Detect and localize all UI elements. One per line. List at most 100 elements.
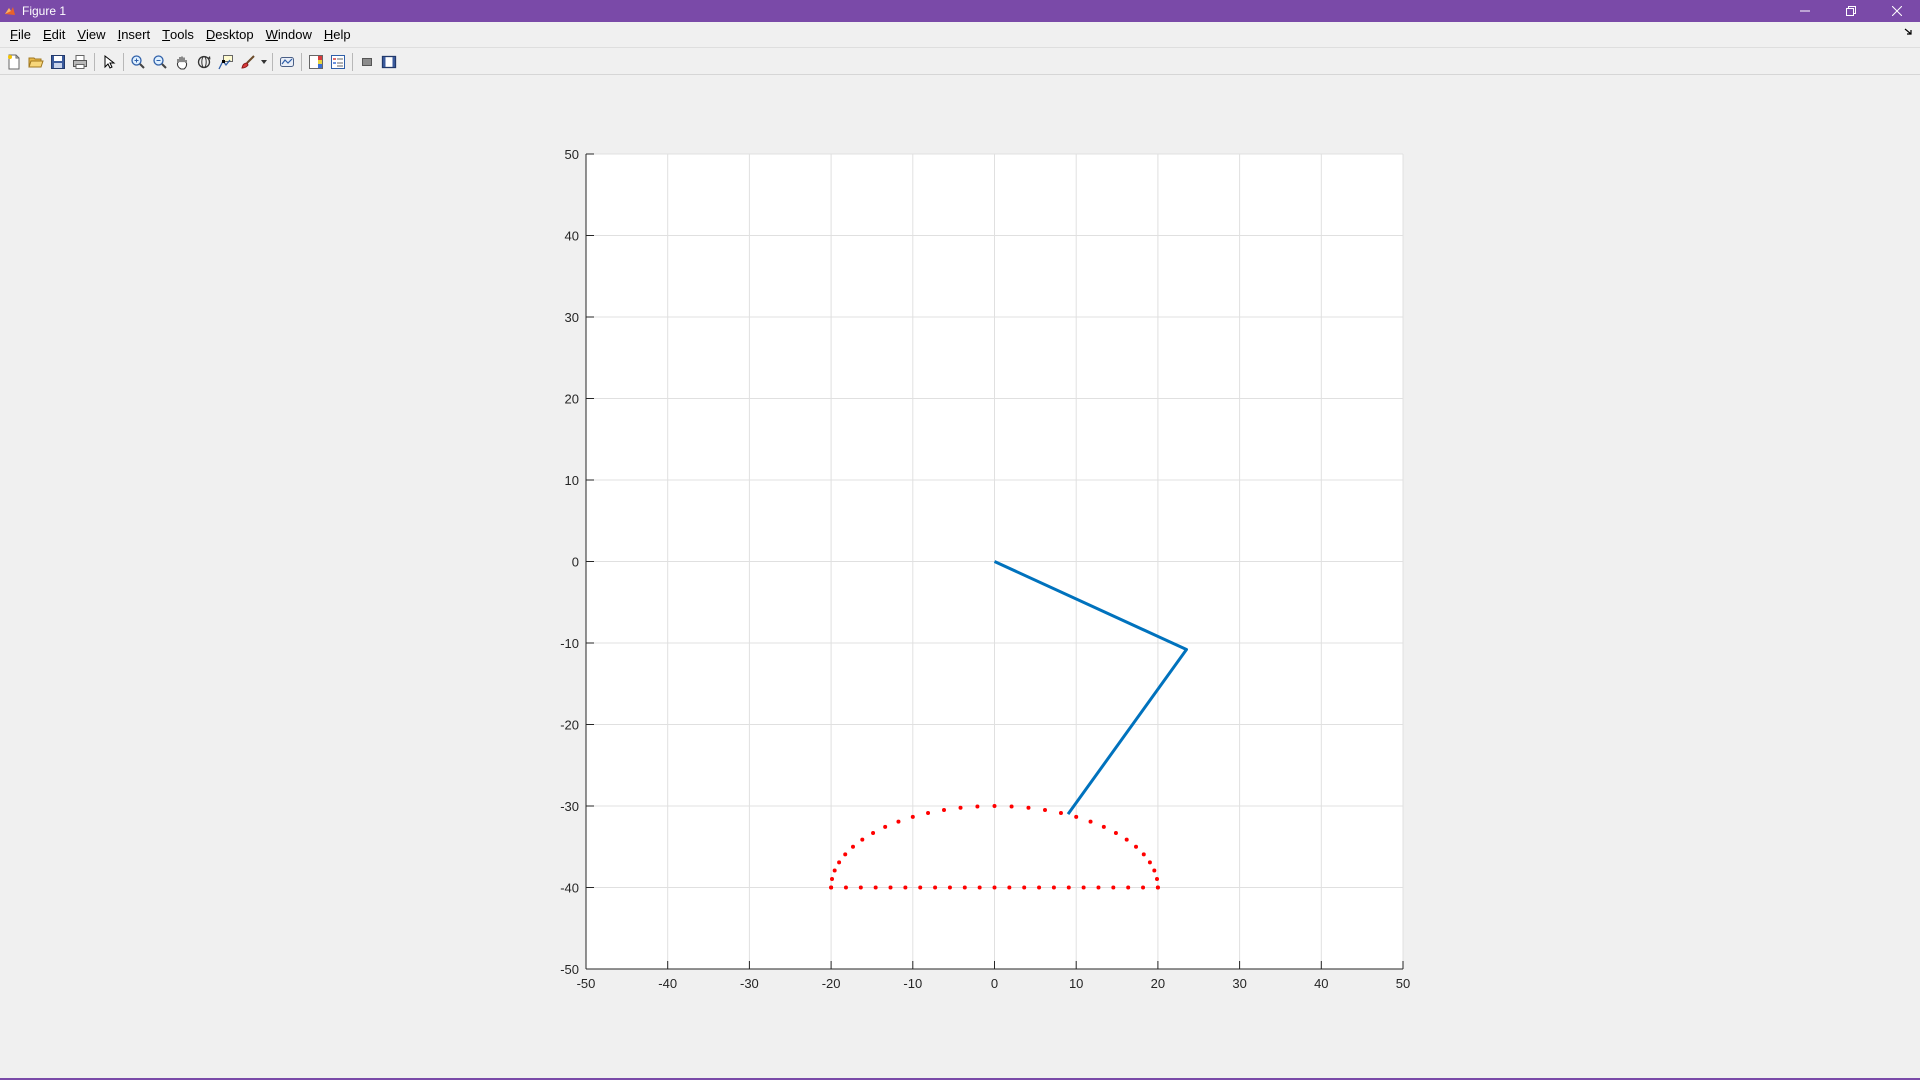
y-tick-label: 0 bbox=[572, 555, 579, 570]
open-file-icon[interactable] bbox=[25, 51, 47, 73]
trace-point bbox=[1088, 819, 1093, 824]
trace-point bbox=[1051, 885, 1056, 890]
trace-point bbox=[871, 830, 876, 835]
window-title: Figure 1 bbox=[22, 4, 67, 18]
trace-point bbox=[1042, 807, 1047, 812]
y-tick-label: -50 bbox=[560, 962, 579, 977]
x-tick-labels: -50 -40 -30 -20 -10 0 10 20 30 40 50 bbox=[577, 976, 1411, 991]
save-icon[interactable] bbox=[47, 51, 69, 73]
plot-axes[interactable]: -50 -40 -30 -20 -10 0 10 20 30 40 50 -50-40-30-20-… bbox=[0, 76, 1920, 1078]
trace-point bbox=[1126, 885, 1131, 890]
y-tick-label: -20 bbox=[560, 718, 579, 733]
dock-figure-icon[interactable] bbox=[1904, 28, 1914, 39]
matlab-logo-icon bbox=[4, 5, 16, 17]
x-tick-label: -10 bbox=[903, 976, 922, 991]
y-tick-label: 40 bbox=[565, 229, 579, 244]
trace-point bbox=[873, 885, 878, 890]
x-tick-label: 30 bbox=[1232, 976, 1246, 991]
trace-point bbox=[1081, 885, 1086, 890]
zoom-in-icon[interactable] bbox=[127, 51, 149, 73]
trace-point bbox=[888, 885, 893, 890]
hide-plot-tools-icon[interactable] bbox=[356, 51, 378, 73]
trace-point bbox=[1037, 885, 1042, 890]
arm-linkage-line bbox=[993, 560, 1188, 816]
colorbar-icon[interactable] bbox=[305, 51, 327, 73]
y-tick-labels: -50 -40 -30 -20 -10 0 10 20 30 40 50 bbox=[560, 147, 579, 977]
trace-point bbox=[1141, 852, 1146, 857]
trace-point bbox=[947, 885, 952, 890]
trace-point bbox=[977, 885, 982, 890]
brush-icon[interactable] bbox=[237, 51, 259, 73]
y-tick-label: -10 bbox=[560, 636, 579, 651]
x-tick-label: 10 bbox=[1069, 976, 1083, 991]
trace-point bbox=[992, 804, 997, 808]
minimize-icon[interactable] bbox=[1782, 0, 1828, 22]
print-icon[interactable] bbox=[69, 51, 91, 73]
axis-lines bbox=[585, 153, 1404, 970]
y-tick-label: 10 bbox=[565, 473, 579, 488]
trace-point bbox=[1058, 811, 1063, 816]
trace-point bbox=[933, 885, 938, 890]
new-figure-icon[interactable] bbox=[3, 51, 25, 73]
pan-hand-icon[interactable] bbox=[171, 51, 193, 73]
figure-toolbar bbox=[0, 49, 1920, 75]
trace-point bbox=[843, 852, 848, 857]
x-tick-label: 20 bbox=[1151, 976, 1165, 991]
trace-point bbox=[1124, 837, 1129, 842]
trace-point bbox=[1101, 824, 1106, 829]
toolbar-separator bbox=[352, 52, 353, 71]
close-icon[interactable] bbox=[1874, 0, 1920, 22]
trace-point bbox=[903, 885, 908, 890]
x-tick-label: 40 bbox=[1314, 976, 1328, 991]
restore-icon[interactable] bbox=[1828, 0, 1874, 22]
toolbar-separator bbox=[272, 52, 273, 71]
trace-point bbox=[837, 860, 842, 865]
show-plot-tools-icon[interactable] bbox=[378, 51, 400, 73]
trace-point bbox=[1026, 805, 1031, 810]
y-tick-label: 30 bbox=[565, 310, 579, 325]
trace-point bbox=[975, 804, 980, 809]
trace-point bbox=[1066, 885, 1071, 890]
trace-point bbox=[958, 805, 963, 810]
trace-point bbox=[942, 807, 947, 812]
trace-point bbox=[860, 837, 865, 842]
y-tick-label: 50 bbox=[565, 147, 579, 162]
figure-canvas: -50 -40 -30 -20 -10 0 10 20 30 40 50 -50 -40 -30 -20-… bbox=[0, 76, 1920, 1078]
trace-point bbox=[843, 885, 848, 890]
rotate-3d-icon[interactable] bbox=[193, 51, 215, 73]
trace-point bbox=[1113, 830, 1118, 835]
title-bar: Figure 1 bbox=[0, 0, 1920, 22]
y-tick-label: -40 bbox=[560, 881, 579, 896]
y-tick-label: -30 bbox=[560, 799, 579, 814]
x-tick-label: -20 bbox=[822, 976, 841, 991]
trace-point bbox=[1007, 885, 1012, 890]
trace-point bbox=[850, 844, 855, 849]
edit-plot-arrow-icon[interactable] bbox=[98, 51, 120, 73]
x-tick-label: -30 bbox=[740, 976, 759, 991]
legend-icon[interactable] bbox=[327, 51, 349, 73]
trace-point bbox=[1155, 876, 1160, 881]
brush-dropdown-icon[interactable] bbox=[259, 51, 269, 73]
link-plot-icon[interactable] bbox=[276, 51, 298, 73]
zoom-out-icon[interactable] bbox=[149, 51, 171, 73]
trace-point bbox=[1141, 885, 1146, 890]
trace-point bbox=[1155, 885, 1160, 890]
data-cursor-icon[interactable] bbox=[215, 51, 237, 73]
trace-point bbox=[1022, 885, 1027, 890]
x-tick-label: -40 bbox=[658, 976, 677, 991]
trace-point bbox=[896, 819, 901, 824]
trace-point bbox=[1074, 814, 1079, 819]
trace-point bbox=[829, 876, 834, 881]
trace-point bbox=[883, 824, 888, 829]
trace-point bbox=[1009, 804, 1014, 809]
toolbar-separator bbox=[94, 52, 95, 71]
